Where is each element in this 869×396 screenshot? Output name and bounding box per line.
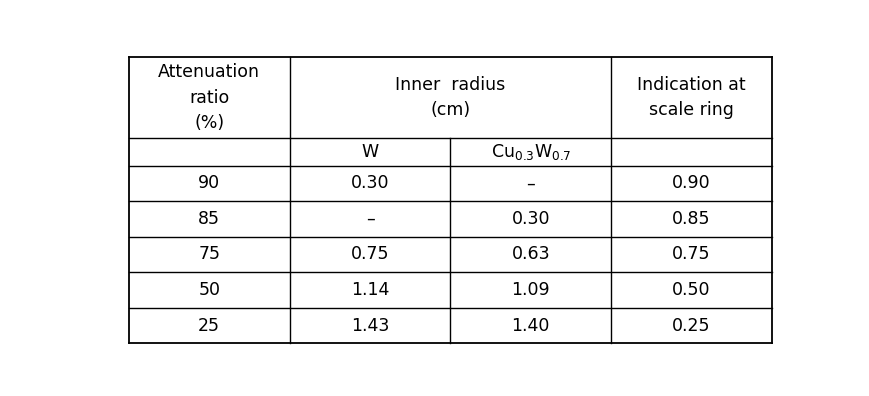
Text: –: –: [527, 174, 535, 192]
Text: –: –: [366, 210, 375, 228]
Text: 50: 50: [198, 281, 220, 299]
Text: 85: 85: [198, 210, 220, 228]
Text: 0.63: 0.63: [512, 246, 550, 263]
Text: 1.40: 1.40: [512, 316, 550, 335]
Text: 75: 75: [198, 246, 220, 263]
Text: 0.50: 0.50: [673, 281, 711, 299]
Text: 1.14: 1.14: [351, 281, 389, 299]
Text: Inner  radius
(cm): Inner radius (cm): [395, 76, 506, 119]
Text: 0.85: 0.85: [673, 210, 711, 228]
Text: 0.75: 0.75: [673, 246, 711, 263]
Text: W: W: [362, 143, 379, 161]
Text: 0.30: 0.30: [351, 174, 389, 192]
Text: 1.09: 1.09: [512, 281, 550, 299]
Text: Indication at
scale ring: Indication at scale ring: [637, 76, 746, 119]
Text: 0.90: 0.90: [673, 174, 711, 192]
Text: 25: 25: [198, 316, 220, 335]
Text: 0.30: 0.30: [512, 210, 550, 228]
Text: 0.25: 0.25: [673, 316, 711, 335]
Text: Attenuation
ratio
(%): Attenuation ratio (%): [158, 63, 260, 132]
Text: 0.75: 0.75: [351, 246, 389, 263]
Text: 90: 90: [198, 174, 220, 192]
Text: 1.43: 1.43: [351, 316, 389, 335]
Text: $\mathrm{Cu_{0.3}W_{0.7}}$: $\mathrm{Cu_{0.3}W_{0.7}}$: [491, 142, 571, 162]
